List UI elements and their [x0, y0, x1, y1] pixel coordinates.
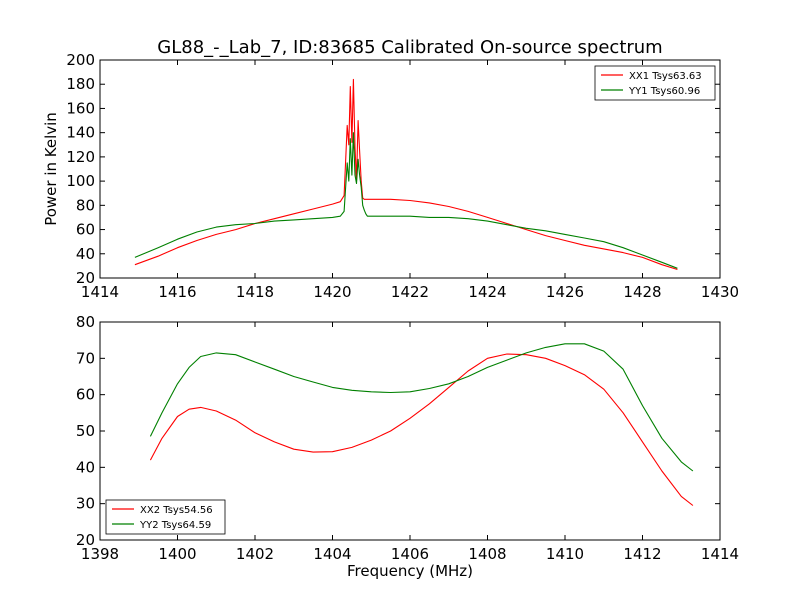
x-tick-label: 1414 — [701, 545, 739, 563]
x-tick-label: 1400 — [158, 545, 196, 563]
top-chart: 1414 1416 1418 1420 1422 1424 1426 1428 1430 20 40… — [66, 51, 739, 301]
legend-box — [105, 499, 226, 535]
x-tick-label: 1424 — [468, 283, 506, 301]
x-tick-label: 1402 — [236, 545, 274, 563]
y-tick-label: 40 — [76, 458, 95, 476]
y-tick-label: 20 — [76, 531, 95, 549]
y-tick-label: 60 — [76, 386, 95, 404]
y-tick-label: 20 — [76, 269, 95, 287]
x-tick-label: 1408 — [468, 545, 506, 563]
x-tick-label: 1428 — [623, 283, 661, 301]
y-tick-label: 120 — [66, 148, 95, 166]
x-tick-label: 1422 — [391, 283, 429, 301]
legend-label: XX1 Tsys63.63 — [629, 71, 702, 82]
y-tick-label: 60 — [76, 221, 95, 239]
y-tick-label: 160 — [66, 99, 95, 117]
legend-1: XX1 Tsys63.63 YY1 Tsys60.96 — [594, 65, 716, 101]
y-tick-label: 100 — [66, 172, 95, 190]
series-line-2-1 — [149, 353, 694, 506]
top-chart-title: GL88_-_Lab_7, ID:83685 Calibrated On-sou… — [157, 37, 662, 58]
y-tick-label: 80 — [76, 196, 95, 214]
y-tick-label: 200 — [66, 51, 95, 69]
x-tick-label: 1410 — [546, 545, 584, 563]
legend-2: XX2 Tsys54.56 YY2 Tsys64.59 — [105, 499, 226, 535]
bottom-chart-xlabel: Frequency (MHz) — [347, 562, 473, 580]
x-tick-label: 1412 — [623, 545, 661, 563]
x-tick-label: 1430 — [701, 283, 739, 301]
y-tick-label: 70 — [76, 349, 95, 367]
legend-label: YY1 Tsys60.96 — [628, 86, 700, 97]
series-line-2-2 — [149, 343, 694, 472]
legend-label: XX2 Tsys54.56 — [140, 505, 213, 516]
x-tick-label: 1404 — [313, 545, 351, 563]
x-tick-label: 1420 — [313, 283, 351, 301]
series-line-1-1 — [134, 78, 678, 271]
y-tick-label: 140 — [66, 124, 95, 142]
x-tick-label: 1406 — [391, 545, 429, 563]
x-tick-label: 1416 — [158, 283, 196, 301]
x-tick-label: 1426 — [546, 283, 584, 301]
y-tick-label: 50 — [76, 422, 95, 440]
y-tick-label: 40 — [76, 245, 95, 263]
legend-box — [594, 65, 716, 101]
bottom-chart: 1398 1400 1402 1404 1406 1408 1410 1412 1414 20 30… — [76, 313, 739, 563]
top-chart-ylabel: Power in Kelvin — [42, 112, 60, 226]
y-tick-label: 80 — [76, 313, 95, 331]
series-line-1-2 — [134, 132, 678, 269]
x-tick-label: 1418 — [236, 283, 274, 301]
legend-label: YY2 Tsys64.59 — [139, 520, 211, 531]
x-tick-label: 1398 — [81, 545, 119, 563]
y-tick-label: 30 — [76, 495, 95, 513]
y-tick-label: 180 — [66, 75, 95, 93]
x-tick-label: 1414 — [81, 283, 119, 301]
